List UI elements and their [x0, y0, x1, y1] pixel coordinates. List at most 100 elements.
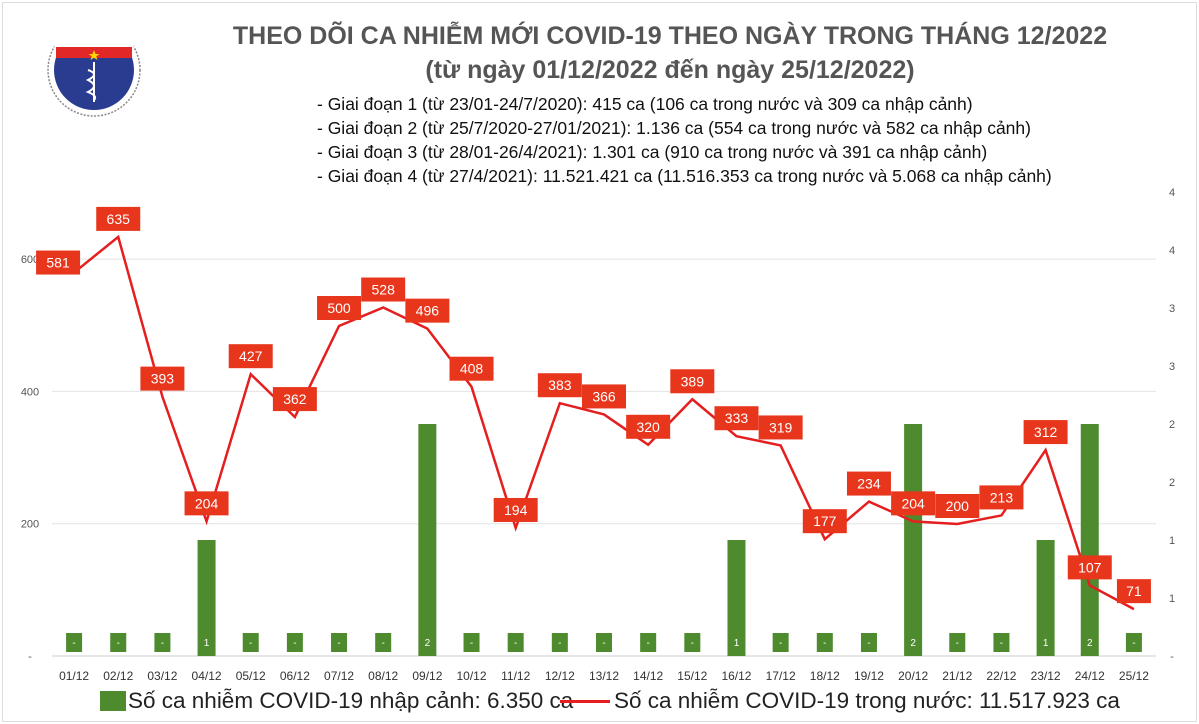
bar: [684, 633, 701, 652]
bar-label: -: [691, 638, 694, 649]
bar: [551, 633, 568, 652]
bar-label: -: [1132, 638, 1135, 649]
data-label-box: [846, 471, 891, 496]
note-line: - Giai đoạn 1 (từ 23/01-24/7/2020): 415 …: [317, 94, 973, 114]
x-tick-label: 19/12: [854, 669, 884, 683]
data-label: 320: [636, 419, 660, 435]
bar-label: 2: [910, 638, 916, 649]
data-label-box: [36, 250, 81, 275]
bar: [66, 633, 83, 652]
data-label: 312: [1034, 424, 1058, 440]
bar: [1080, 424, 1099, 656]
left-tick-label: 200: [21, 519, 39, 531]
data-label: 200: [946, 498, 970, 514]
data-label-box: [272, 387, 317, 412]
data-label: 204: [901, 495, 925, 511]
bar-label: -: [779, 638, 782, 649]
data-label: 389: [681, 373, 705, 389]
left-tick-label: -: [28, 651, 32, 663]
data-label-box: [1116, 579, 1151, 604]
x-tick-label: 24/12: [1075, 669, 1105, 683]
x-tick-label: 04/12: [192, 669, 222, 683]
x-tick-label: 14/12: [633, 669, 663, 683]
bar: [154, 633, 171, 652]
bar: [949, 633, 966, 652]
bar-label: -: [823, 638, 826, 649]
bar: [640, 633, 657, 652]
legend-label: Số ca nhiễm COVID-19 nhập cảnh: 6.350 ca: [128, 688, 574, 713]
bar: [993, 633, 1010, 652]
bar-label: 2: [1087, 638, 1093, 649]
note-line: - Giai đoạn 4 (từ 27/4/2021): 11.521.421…: [317, 166, 1052, 186]
bar: [727, 540, 746, 656]
bar-label: -: [602, 638, 605, 649]
bar: [331, 633, 348, 652]
right-tick-label: 3: [1169, 303, 1175, 315]
data-label: 393: [151, 371, 175, 387]
x-tick-label: 05/12: [236, 669, 266, 683]
bar-label: 1: [734, 638, 740, 649]
x-tick-label: 10/12: [457, 669, 487, 683]
data-label-box: [891, 491, 936, 516]
x-tick-label: 13/12: [589, 669, 619, 683]
data-label: 383: [548, 377, 572, 393]
right-tick-label: 4: [1169, 245, 1175, 257]
x-tick-label: 15/12: [677, 669, 707, 683]
data-label: 234: [857, 476, 881, 492]
x-tick-label: 07/12: [324, 669, 354, 683]
data-label: 635: [107, 211, 131, 227]
x-tick-label: 20/12: [898, 669, 928, 683]
bar: [197, 540, 216, 656]
x-tick-label: 02/12: [103, 669, 133, 683]
data-label-box: [493, 497, 538, 522]
x-tick-label: 11/12: [501, 669, 530, 683]
data-label-box: [758, 415, 803, 440]
bar-label: 1: [1043, 638, 1049, 649]
data-label: 177: [813, 513, 837, 529]
legend-item-imported: Số ca nhiễm COVID-19 nhập cảnh: 6.350 ca: [100, 688, 573, 714]
bar-label: -: [470, 638, 473, 649]
data-label-box: [670, 369, 715, 394]
bar-label: 1: [204, 638, 210, 649]
data-label-box: [361, 277, 406, 302]
x-tick-label: 01/12: [59, 669, 89, 683]
data-label-box: [1067, 555, 1112, 580]
bar: [596, 633, 612, 652]
bar-label: -: [337, 638, 340, 649]
bar: [1036, 540, 1055, 656]
bar-label: -: [249, 638, 252, 649]
bar: [816, 633, 833, 652]
data-label: 319: [769, 419, 793, 435]
x-tick-label: 18/12: [810, 669, 840, 683]
bar-label: -: [382, 638, 385, 649]
bar-label: -: [72, 638, 75, 649]
right-tick-label: -: [1170, 651, 1174, 663]
legend-swatch-bar: [100, 691, 126, 711]
bar: [507, 633, 524, 652]
bar-label: -: [646, 638, 649, 649]
bar-label: -: [558, 638, 561, 649]
data-label-box: [449, 356, 494, 381]
data-label: 333: [725, 410, 749, 426]
legend-label: Số ca nhiễm COVID-19 trong nước: 11.517.…: [614, 688, 1120, 713]
x-tick-label: 25/12: [1119, 669, 1149, 683]
left-tick-label: 600: [21, 254, 39, 266]
bar: [375, 633, 392, 652]
data-label: 581: [46, 255, 70, 271]
data-label-box: [184, 491, 229, 516]
right-tick-label: 2: [1169, 477, 1175, 489]
bar: [418, 424, 437, 656]
data-label-box: [537, 373, 582, 398]
data-label-box: [317, 296, 362, 320]
data-label: 194: [504, 502, 528, 518]
chart-title: THEO DÕI CA NHIỄM MỚI COVID-19 THEO NGÀY…: [232, 22, 1108, 50]
data-label-box: [405, 298, 450, 323]
data-label-box: [96, 206, 141, 231]
legend-swatch-line: [560, 699, 610, 703]
data-label: 213: [990, 489, 1014, 505]
left-tick-label: 400: [21, 386, 39, 398]
data-label: 204: [195, 495, 219, 511]
data-label: 107: [1078, 559, 1102, 575]
